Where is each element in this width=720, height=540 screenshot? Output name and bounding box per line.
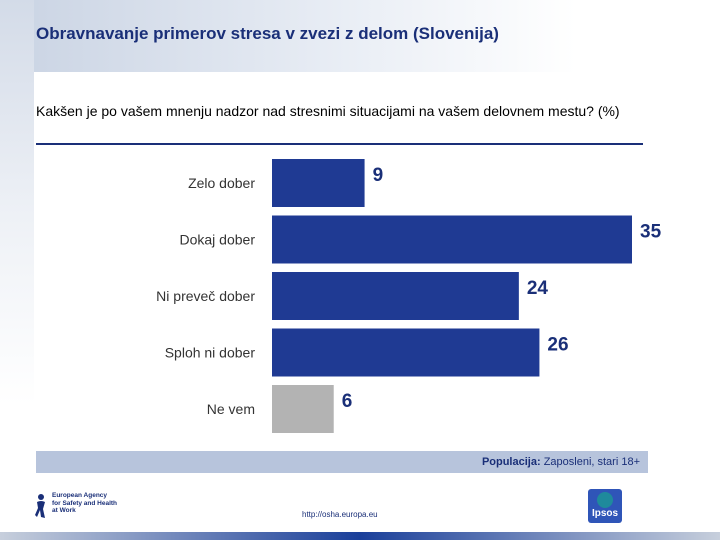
ipsos-logo-icon [597,492,613,508]
bar [272,272,519,320]
side-band [0,0,34,540]
population-value: Zaposleni, stari 18+ [543,456,640,468]
bar [272,328,540,377]
header-band [0,0,720,72]
value-label: 6 [342,391,353,412]
bar-chart: Zelo dober 9 Dokaj dober 35 Ni preveč dober 2… [156,159,662,433]
category-label: Zelo dober [188,175,255,191]
bar [272,385,334,433]
eu-osha-logo: European Agency for Safety and Health at… [34,491,117,521]
category-label: Ni preveč dober [156,288,255,304]
category-label: Dokaj dober [180,232,256,248]
title-rule [36,143,643,145]
page-title: Obravnavanje primerov stresa v zvezi z d… [36,24,499,43]
value-label: 9 [373,165,384,186]
ipsos-logo-text: Ipsos [591,508,619,519]
logo-line: for Safety and Health [52,499,118,507]
logo-line: at Work [52,507,76,514]
population-label: Populacija: [481,456,541,468]
value-label: 26 [547,335,568,356]
bar [272,215,632,264]
bar [272,159,365,207]
eu-osha-logo-icon [35,494,45,518]
category-label: Sploh ni dober [165,345,256,361]
bottom-band [0,532,720,540]
population-band: Populacija: Zaposleni, stari 18+ [36,451,648,473]
footer-url[interactable]: http://osha.europa.eu [302,510,378,519]
eu-osha-logo-text: European Agency for Safety and Health at… [52,492,117,515]
value-label: 35 [640,222,662,243]
value-label: 24 [527,278,549,299]
category-label: Ne vem [207,401,255,417]
ipsos-logo: Ipsos [588,489,622,523]
logo-line: European Agency [52,492,108,499]
chart-question: Kakšen je po vašem mnenju nadzor nad str… [36,103,620,119]
population-note: Populacija: Zaposleni, stari 18+ [482,456,640,468]
